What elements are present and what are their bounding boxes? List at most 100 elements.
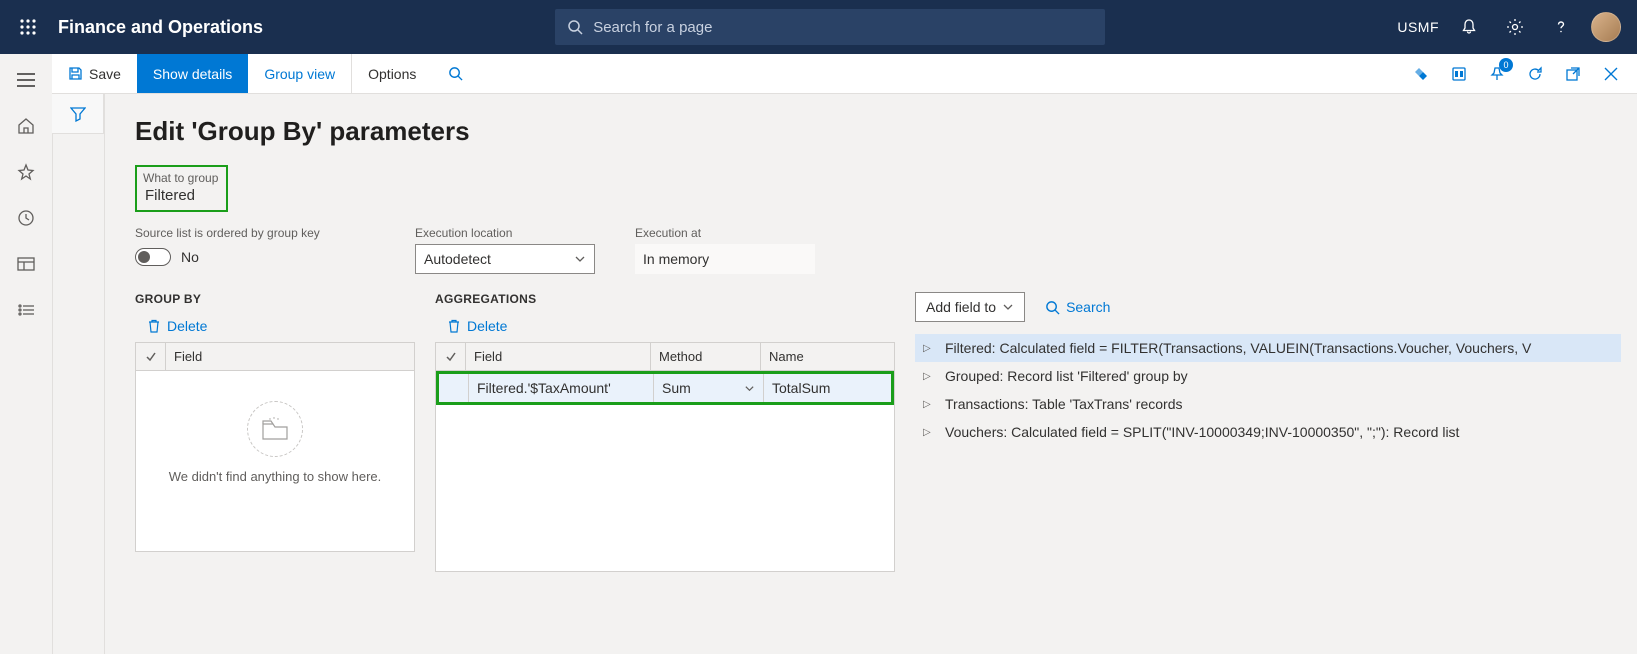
attach-icon[interactable]: [1407, 60, 1435, 88]
pin-icon[interactable]: 0: [1483, 60, 1511, 88]
options-button[interactable]: Options: [351, 54, 432, 93]
tree-item-grouped[interactable]: ▷ Grouped: Record list 'Filtered' group b…: [915, 362, 1621, 390]
popout-icon[interactable]: [1559, 60, 1587, 88]
exec-loc-label: Execution location: [415, 226, 595, 240]
bell-icon[interactable]: [1453, 11, 1485, 43]
company-label[interactable]: USMF: [1397, 19, 1439, 35]
search-icon: [1045, 300, 1060, 315]
what-to-group-value[interactable]: Filtered: [143, 187, 218, 204]
top-right: USMF: [1397, 11, 1621, 43]
global-search[interactable]: [555, 9, 1105, 45]
params-row: Source list is ordered by group key No E…: [135, 226, 1621, 274]
ordered-value: No: [181, 249, 199, 265]
expand-icon[interactable]: ▷: [923, 399, 935, 410]
cmd-search-button[interactable]: [432, 54, 479, 93]
groupby-heading: GROUP BY: [135, 292, 415, 306]
expand-icon[interactable]: ▷: [923, 343, 935, 354]
close-icon[interactable]: [1597, 60, 1625, 88]
home-icon[interactable]: [8, 110, 44, 142]
group-view-button[interactable]: Group view: [248, 54, 351, 93]
ordered-label: Source list is ordered by group key: [135, 226, 375, 240]
empty-folder-icon: [247, 401, 303, 457]
exec-loc-select[interactable]: Autodetect: [415, 244, 595, 274]
expand-icon[interactable]: ▷: [923, 371, 935, 382]
options-label: Options: [368, 66, 416, 82]
tree-item-transactions[interactable]: ▷ Transactions: Table 'TaxTrans' records: [915, 390, 1621, 418]
search-icon: [567, 19, 583, 35]
agg-row-field[interactable]: Filtered.'$TaxAmount': [469, 374, 654, 402]
clock-icon[interactable]: [8, 202, 44, 234]
agg-row-method[interactable]: Sum: [654, 374, 764, 402]
tree-item-filtered[interactable]: ▷ Filtered: Calculated field = FILTER(Tra…: [915, 334, 1621, 362]
aggregations-section: AGGREGATIONS Delete Field Method Name Fi…: [435, 292, 895, 572]
groupby-empty: We didn't find anything to show here.: [136, 371, 414, 514]
office-icon[interactable]: [1445, 60, 1473, 88]
tree: ▷ Filtered: Calculated field = FILTER(Tra…: [915, 334, 1621, 446]
tree-search-button[interactable]: Search: [1045, 299, 1110, 315]
save-icon: [68, 66, 83, 81]
group-view-label: Group view: [264, 66, 335, 82]
exec-at-label: Execution at: [635, 226, 815, 240]
groupby-section: GROUP BY Delete Field We didn't find any…: [135, 292, 415, 552]
workspace-icon[interactable]: [8, 248, 44, 280]
groupby-delete-button[interactable]: Delete: [147, 318, 415, 334]
exec-at-value: In memory: [635, 244, 815, 274]
tree-label: Vouchers: Calculated field = SPLIT("INV-…: [945, 424, 1459, 440]
filter-icon[interactable]: [70, 106, 86, 122]
delete-label: Delete: [167, 318, 207, 334]
toggle-switch[interactable]: [135, 248, 171, 266]
tree-label: Transactions: Table 'TaxTrans' records: [945, 396, 1182, 412]
brand-title: Finance and Operations: [58, 17, 263, 38]
delete-label: Delete: [467, 318, 507, 334]
page-title: Edit 'Group By' parameters: [135, 116, 1621, 147]
add-field-to-button[interactable]: Add field to: [915, 292, 1025, 322]
agg-row[interactable]: Filtered.'$TaxAmount' Sum TotalSum: [439, 374, 891, 402]
avatar[interactable]: [1591, 12, 1621, 42]
chevron-down-icon: [744, 383, 755, 394]
agg-grid: Field Method Name Filtered.'$TaxAmount' …: [435, 342, 895, 572]
content: Edit 'Group By' parameters What to group…: [105, 94, 1637, 654]
exec-loc-value: Autodetect: [424, 251, 491, 267]
agg-name-header[interactable]: Name: [761, 343, 894, 370]
search-label: Search: [1066, 299, 1110, 315]
command-bar: Save Show details Group view Options 0: [52, 54, 1637, 94]
expand-icon[interactable]: ▷: [923, 427, 935, 438]
tree-label: Grouped: Record list 'Filtered' group by: [945, 368, 1188, 384]
global-search-input[interactable]: [593, 19, 1093, 36]
filter-rail: [52, 94, 104, 134]
star-icon[interactable]: [8, 156, 44, 188]
save-button[interactable]: Save: [52, 54, 137, 93]
search-icon: [448, 66, 463, 81]
ordered-toggle[interactable]: No: [135, 248, 375, 266]
save-label: Save: [89, 66, 121, 82]
what-to-group-label: What to group: [143, 171, 218, 185]
gear-icon[interactable]: [1499, 11, 1531, 43]
agg-field-header[interactable]: Field: [466, 343, 651, 370]
lower-row: GROUP BY Delete Field We didn't find any…: [135, 292, 1621, 572]
show-details-label: Show details: [153, 66, 232, 82]
trash-icon: [447, 319, 461, 333]
tree-item-vouchers[interactable]: ▷ Vouchers: Calculated field = SPLIT("INV…: [915, 418, 1621, 446]
show-details-button[interactable]: Show details: [137, 54, 248, 93]
groupby-grid: Field We didn't find anything to show he…: [135, 342, 415, 552]
row-check[interactable]: [439, 374, 469, 402]
help-icon[interactable]: [1545, 11, 1577, 43]
agg-row-name[interactable]: TotalSum: [764, 374, 891, 402]
hamburger-icon[interactable]: [8, 64, 44, 96]
waffle-icon[interactable]: [10, 9, 46, 45]
agg-row-method-value: Sum: [662, 380, 691, 396]
agg-row-highlight: Filtered.'$TaxAmount' Sum TotalSum: [436, 371, 894, 405]
check-all[interactable]: [436, 343, 466, 370]
divider: [52, 94, 53, 654]
chevron-down-icon: [1002, 301, 1014, 313]
check-all[interactable]: [136, 343, 166, 370]
groupby-field-header[interactable]: Field: [166, 343, 414, 370]
cmdbar-right: 0: [1395, 54, 1637, 93]
trash-icon: [147, 319, 161, 333]
modules-icon[interactable]: [8, 294, 44, 326]
agg-method-header[interactable]: Method: [651, 343, 761, 370]
agg-delete-button[interactable]: Delete: [447, 318, 895, 334]
chevron-down-icon: [574, 253, 586, 265]
tree-label: Filtered: Calculated field = FILTER(Tran…: [945, 340, 1531, 356]
refresh-icon[interactable]: [1521, 60, 1549, 88]
